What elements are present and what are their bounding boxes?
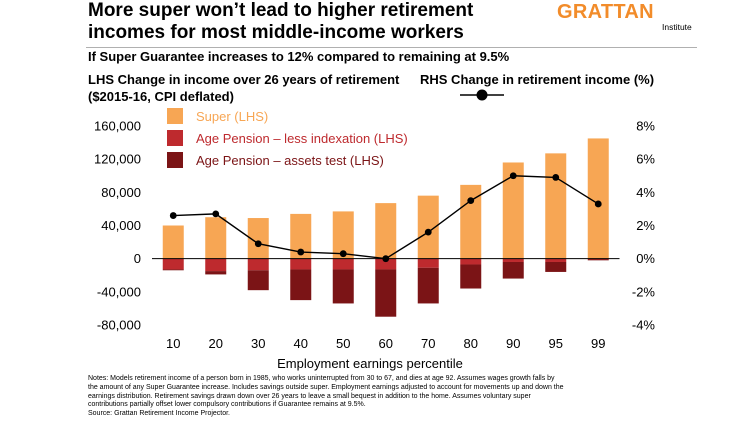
notes-line: the amount of any Super Guarantee increa… — [88, 383, 564, 391]
chart-subtitle: If Super Guarantee increases to 12% comp… — [88, 49, 510, 64]
x-axis-tick-label: 30 — [251, 336, 265, 351]
super-bar — [375, 203, 397, 259]
age-pension-assets-bar — [332, 269, 354, 304]
left-axis-tick-label: -80,000 — [97, 318, 141, 333]
age-pension-assets-bar — [502, 261, 524, 279]
left-axis-label: LHS Change in income over 26 years of re… — [88, 72, 400, 104]
income-change-point — [212, 210, 220, 218]
super-bar — [545, 153, 567, 259]
income-change-point — [509, 172, 517, 180]
age-pension-assets-bar — [460, 264, 482, 289]
income-change-point — [467, 197, 475, 205]
left-axis-ticks: 160,000 120,000 80,000 40,000 0 -40,000 -80,00… — [94, 119, 141, 333]
income-change-point — [297, 248, 305, 256]
super-bar — [162, 225, 184, 259]
bar-marks — [162, 138, 609, 317]
legend-label: Age Pension – assets test (LHS) — [196, 153, 384, 168]
super-bar — [332, 211, 354, 259]
age-pension-assets-bar — [290, 269, 312, 301]
x-axis-tick-label: 10 — [166, 336, 180, 351]
left-axis-tick-label: -40,000 — [97, 284, 141, 299]
notes-line: contributions partially offset lower com… — [88, 401, 366, 409]
x-axis-tick-label: 95 — [549, 336, 563, 351]
age-pension-assets-bar — [417, 267, 439, 304]
super-bar — [587, 138, 609, 259]
x-axis-tick-label: 80 — [464, 336, 478, 351]
age-pension-assets-bar — [162, 269, 184, 271]
right-axis-ticks: 8% 6% 4% 2% 0% -2% -4% — [632, 119, 656, 333]
income-change-point — [424, 228, 432, 236]
right-axis-tick-label: 8% — [636, 119, 655, 134]
x-axis-tick-label: 50 — [336, 336, 350, 351]
notes-source: Source: Grattan Retirement Income Projec… — [88, 410, 231, 418]
age-pension-assets-bar — [247, 270, 269, 291]
chart-title: More super won’t lead to higher retireme… — [88, 0, 474, 43]
title-divider — [86, 47, 697, 48]
super-bar — [417, 195, 439, 259]
age-pension-indexation-bar — [545, 258, 567, 262]
left-axis-tick-label: 0 — [134, 251, 141, 266]
super-bar — [247, 218, 269, 259]
chart-notes: Notes: Models retirement income of a per… — [88, 375, 688, 419]
right-axis-tick-label: -4% — [632, 318, 656, 333]
right-axis-tick-label: 0% — [636, 251, 655, 266]
income-change-line — [169, 172, 602, 263]
x-axis-tick-label: 60 — [379, 336, 393, 351]
age-pension-indexation-bar — [332, 258, 354, 270]
legend-swatch — [167, 130, 183, 146]
legend-swatch — [167, 152, 183, 168]
left-axis-tick-label: 40,000 — [101, 218, 141, 233]
right-axis-tick-label: 2% — [636, 218, 655, 233]
age-pension-assets-bar — [587, 259, 609, 261]
super-bar — [460, 184, 482, 259]
grattan-logo-sub: Institute — [662, 22, 692, 32]
x-axis-tick-label: 70 — [421, 336, 435, 351]
x-axis-tick-label: 40 — [294, 336, 308, 351]
notes-line: earnings distribution. Retirement saving… — [88, 392, 531, 400]
x-axis-ticks: 10 20 30 40 50 60 70 80 90 95 99 — [166, 336, 605, 351]
legend-label: Age Pension – less indexation (LHS) — [196, 131, 408, 146]
age-pension-indexation-bar — [162, 258, 184, 270]
age-pension-assets-bar — [205, 271, 227, 275]
left-axis-tick-label: 80,000 — [101, 185, 141, 200]
income-change-point — [169, 212, 177, 219]
age-pension-indexation-bar — [205, 258, 227, 272]
super-bar — [502, 162, 524, 259]
age-pension-indexation-bar — [247, 258, 269, 271]
left-axis-tick-label: 120,000 — [94, 152, 141, 167]
income-change-point — [254, 240, 262, 248]
income-change-point — [594, 200, 602, 208]
x-axis-label: Employment earnings percentile — [277, 356, 463, 371]
age-pension-assets-bar — [375, 269, 397, 317]
super-bar — [205, 217, 227, 259]
income-change-point — [552, 174, 560, 181]
legend-label: Super (LHS) — [196, 109, 268, 124]
age-pension-indexation-bar — [375, 258, 397, 270]
grattan-logo: GRATTAN — [557, 1, 654, 23]
age-pension-indexation-bar — [502, 258, 524, 262]
legend-swatch — [167, 108, 183, 124]
age-pension-indexation-bar — [290, 258, 312, 270]
income-change-point — [382, 255, 390, 263]
notes-line: Notes: Models retirement income of a per… — [88, 375, 555, 382]
x-axis-tick-label: 99 — [591, 336, 605, 351]
right-axis-label: RHS Change in retirement income (%) — [420, 72, 655, 87]
legend-line-marker — [476, 89, 488, 101]
right-axis-tick-label: 4% — [636, 185, 655, 200]
age-pension-assets-bar — [545, 261, 567, 272]
age-pension-indexation-bar — [460, 258, 482, 265]
x-axis-tick-label: 90 — [506, 336, 520, 351]
super-bar — [290, 213, 312, 259]
x-axis-tick-label: 20 — [209, 336, 223, 351]
right-axis-tick-label: 6% — [636, 152, 655, 167]
left-axis-tick-label: 160,000 — [94, 119, 141, 134]
income-change-point — [339, 250, 347, 258]
age-pension-indexation-bar — [417, 258, 439, 268]
legend: Super (LHS) Age Pension – less indexation… — [167, 108, 408, 168]
right-axis-tick-label: -2% — [632, 284, 656, 299]
